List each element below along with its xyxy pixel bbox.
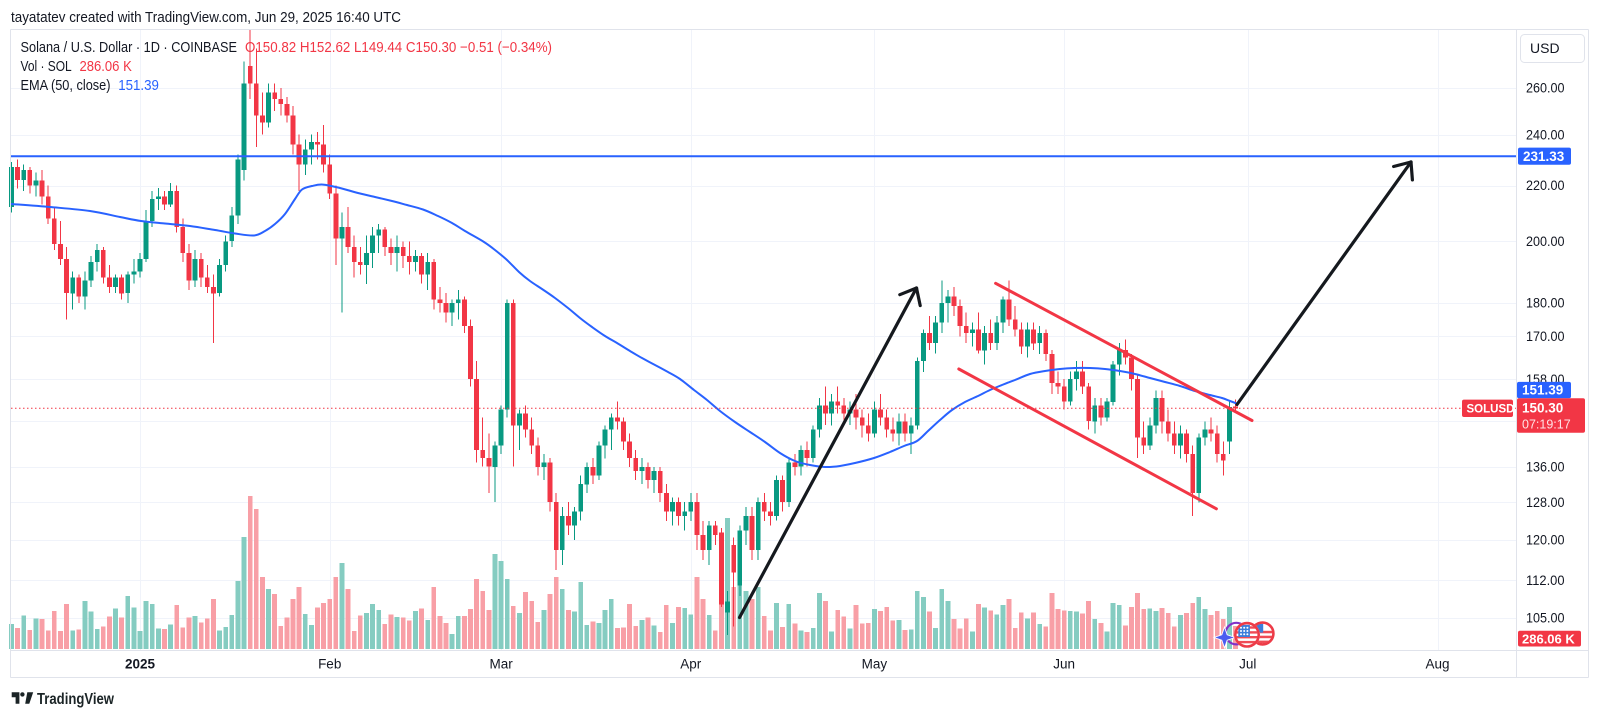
svg-text:128.00: 128.00: [1526, 495, 1565, 510]
svg-text:170.00: 170.00: [1526, 329, 1565, 344]
svg-text:Jul: Jul: [1239, 657, 1256, 672]
svg-text:240.00: 240.00: [1526, 127, 1565, 142]
svg-text:231.33: 231.33: [1523, 149, 1565, 164]
svg-text:Aug: Aug: [1425, 657, 1449, 672]
svg-text:USD: USD: [1530, 40, 1560, 56]
svg-text:Vol · SOL: Vol · SOL: [21, 59, 72, 75]
svg-text:150.30: 150.30: [1522, 401, 1563, 416]
svg-text:220.00: 220.00: [1526, 178, 1565, 193]
svg-text:Mar: Mar: [489, 657, 513, 672]
svg-text:EMA (50, close): EMA (50, close): [21, 78, 111, 94]
svg-text:200.00: 200.00: [1526, 234, 1565, 249]
svg-text:151.39: 151.39: [1522, 383, 1563, 398]
svg-text:2025: 2025: [125, 657, 156, 672]
svg-text:105.00: 105.00: [1526, 611, 1565, 626]
svg-text:112.00: 112.00: [1526, 573, 1565, 588]
svg-text:151.39: 151.39: [118, 78, 159, 94]
svg-text:SOLUSD: SOLUSD: [1467, 403, 1515, 415]
svg-text:286.06 K: 286.06 K: [1522, 631, 1575, 646]
svg-text:O150.82 H152.62 L149.44 C150.3: O150.82 H152.62 L149.44 C150.30 −0.51 (−…: [245, 40, 552, 56]
svg-text:Feb: Feb: [318, 657, 341, 672]
svg-text:Apr: Apr: [680, 657, 702, 672]
svg-text:TradingView: TradingView: [37, 691, 114, 708]
svg-text:May: May: [862, 657, 888, 672]
svg-text:136.00: 136.00: [1526, 460, 1565, 475]
svg-text:180.00: 180.00: [1526, 296, 1565, 311]
svg-text:286.06 K: 286.06 K: [80, 59, 133, 75]
svg-text:tayatatev created with Trading: tayatatev created with TradingView.com, …: [11, 9, 401, 26]
svg-text:260.00: 260.00: [1526, 81, 1565, 96]
svg-text:Solana / U.S. Dollar · 1D · CO: Solana / U.S. Dollar · 1D · COINBASE: [21, 40, 238, 56]
svg-text:07:19:17: 07:19:17: [1522, 417, 1571, 431]
svg-text:120.00: 120.00: [1526, 533, 1565, 548]
svg-text:Jun: Jun: [1053, 657, 1075, 672]
